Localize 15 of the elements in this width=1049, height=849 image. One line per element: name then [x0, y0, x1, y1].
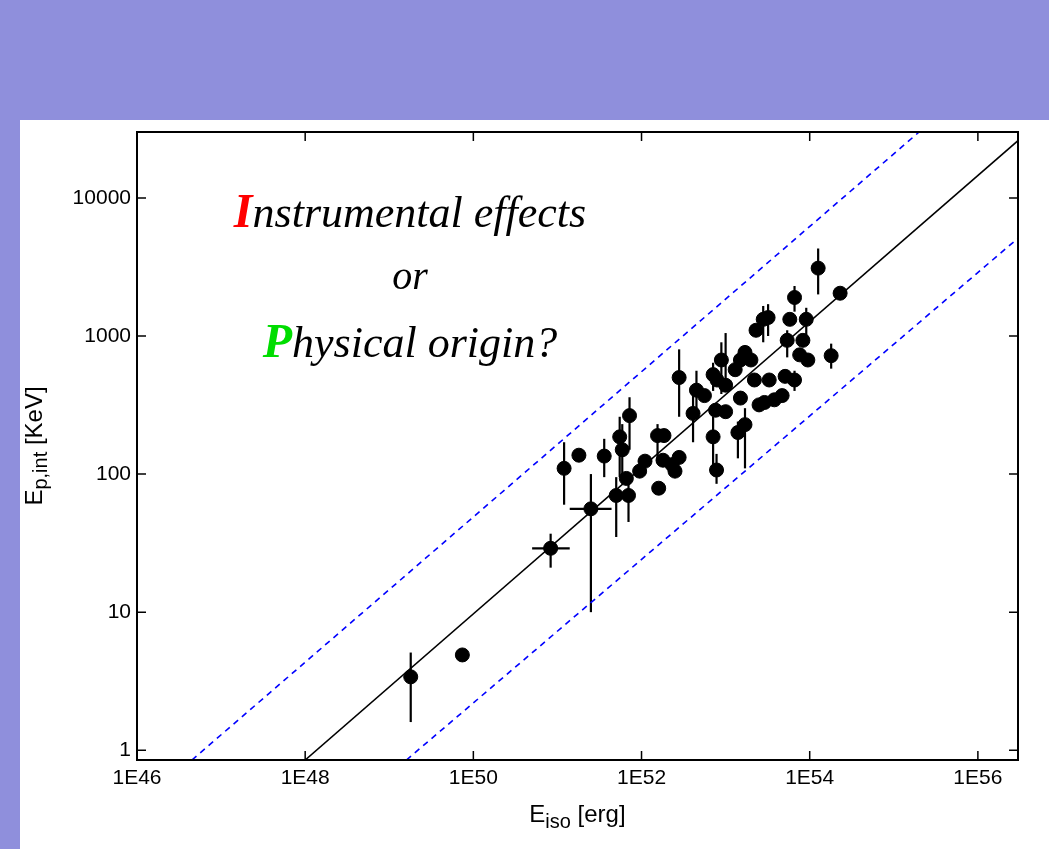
x-tick-label: 1E54 [785, 765, 835, 789]
y-tick-label: 1000 [84, 322, 131, 346]
annotation: Physical origin? [261, 314, 558, 368]
y-tick-label: 100 [95, 460, 131, 484]
x-tick-label: 1E50 [448, 765, 498, 789]
y-tick-label: 10000 [72, 184, 131, 208]
x-tick-label: 1E46 [112, 765, 162, 789]
annotation: or [392, 252, 429, 298]
x-tick-label: 1E52 [617, 765, 667, 789]
x-tick-label: 1E56 [953, 765, 1003, 789]
y-tick-label: 10 [107, 598, 131, 622]
x-tick-label: 1E48 [280, 765, 330, 789]
annotation: Instrumental effects [232, 184, 587, 238]
y-tick-label: 1 [119, 737, 131, 761]
x-axis-title: E$_{iso}$ [erg] [528, 800, 627, 833]
